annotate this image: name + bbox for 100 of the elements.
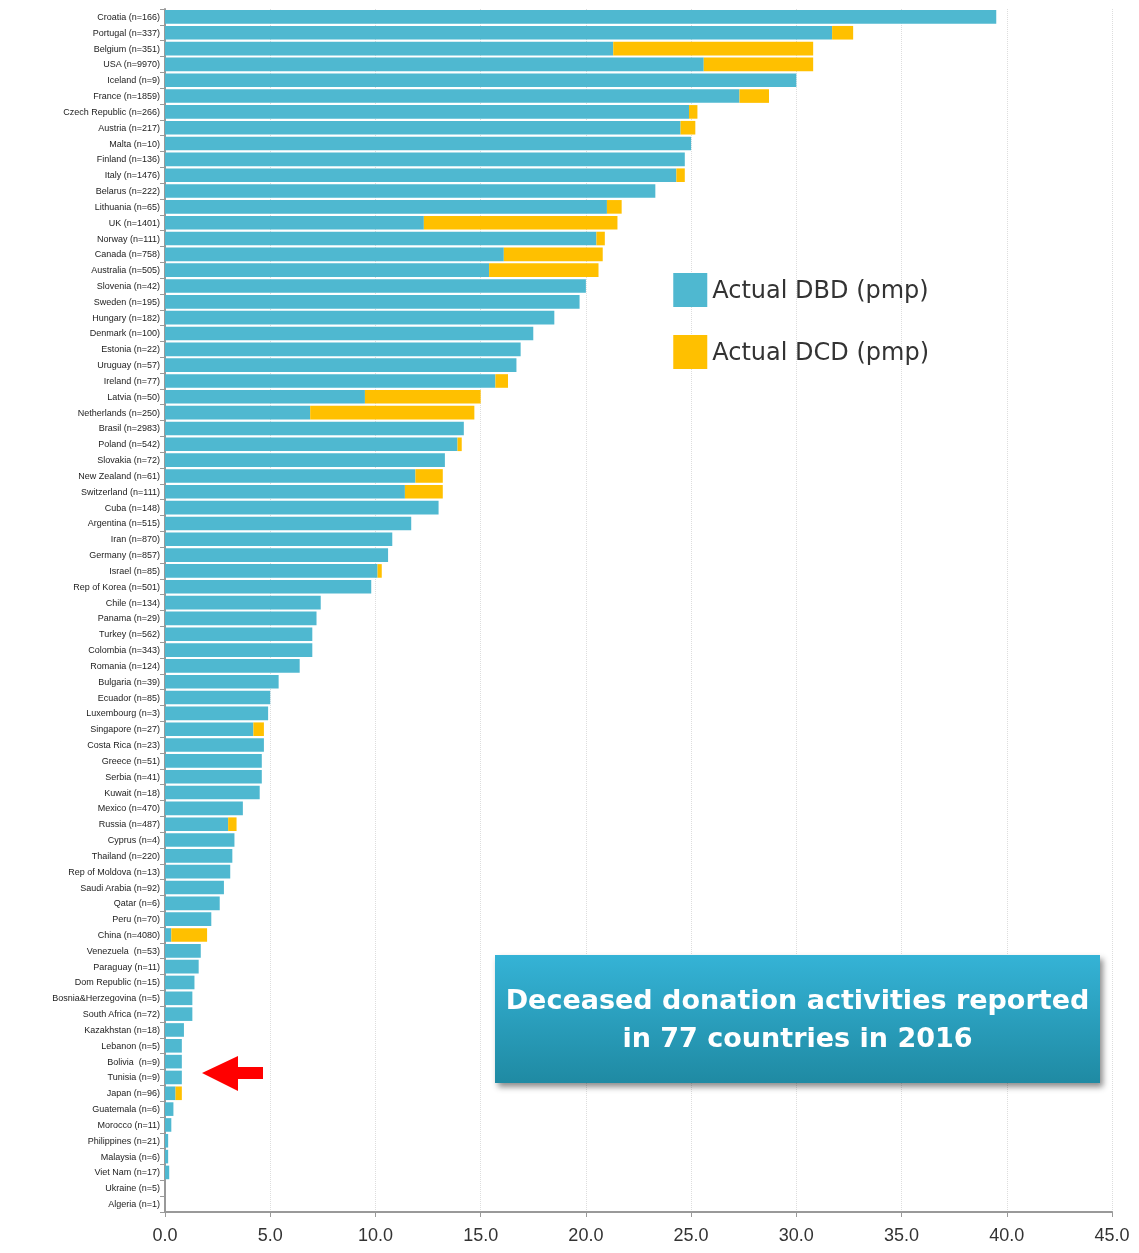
bar (165, 295, 580, 309)
bar (165, 880, 224, 895)
bar (165, 421, 464, 436)
bar (165, 168, 677, 183)
y-tick-label: China (n=4080) (97, 929, 160, 940)
y-tick-label: Finland (n=136) (96, 154, 160, 165)
y-tick-label: Italy (n=1476) (104, 170, 160, 181)
y-tick-label: Norway (n=111) (97, 233, 160, 244)
bar (415, 469, 443, 483)
y-tick-label: Israel (n=85) (109, 565, 160, 576)
bar (165, 1102, 174, 1116)
bar (165, 991, 193, 1006)
bar (165, 136, 692, 151)
y-tick-label: Ecuador (n=85) (97, 692, 160, 703)
y-tick-label: Saudi Arabia (n=92) (80, 882, 160, 893)
bar (404, 484, 443, 499)
y-tick-label: Ireland (n=77) (103, 375, 160, 386)
y-tick-label: Costa Rica (n=23) (87, 740, 160, 751)
y-tick-label: Portugal (n=337) (92, 27, 160, 38)
bar (165, 643, 313, 657)
bar (165, 912, 212, 926)
bar (165, 611, 317, 626)
x-tick-label: 25.0 (673, 1225, 709, 1245)
bar (165, 1133, 169, 1148)
bar (165, 10, 997, 24)
y-tick-label: Peru (n=70) (112, 914, 160, 925)
y-tick-label: Singapore (n=27) (90, 724, 160, 735)
bar (165, 263, 490, 277)
bar (165, 200, 607, 214)
y-tick-label: Venezuela (n=53) (86, 945, 160, 956)
y-tick-label: Hungary (n=182) (92, 312, 160, 323)
y-tick-label: Serbia (n=41) (105, 771, 160, 782)
y-tick-label: Poland (n=542) (98, 439, 160, 450)
bar (165, 564, 378, 578)
bar (165, 152, 685, 167)
x-tick-label: 20.0 (568, 1225, 604, 1245)
y-tick-label: Guatemala (n=6) (92, 1104, 160, 1115)
bar (613, 41, 814, 56)
bar (489, 263, 599, 277)
y-tick-label: Uruguay (n=57) (97, 360, 160, 371)
bar (596, 231, 605, 246)
bar (165, 706, 269, 721)
bar (495, 374, 509, 388)
bar (165, 1070, 182, 1085)
y-tick-label: Canada (n=758) (94, 249, 160, 260)
y-tick-label: South Africa (n=72) (82, 1009, 160, 1020)
y-tick-label: Romania (n=124) (90, 660, 160, 671)
bar (165, 469, 416, 483)
bar (165, 579, 372, 594)
bar (676, 168, 685, 183)
bar (165, 817, 229, 831)
y-tick-label: Slovenia (n=42) (96, 281, 160, 292)
bar (165, 247, 504, 262)
bar (165, 1149, 169, 1164)
y-tick-label: Latvia (n=50) (107, 391, 160, 402)
bar (165, 627, 313, 642)
bar (680, 120, 696, 135)
bar (739, 89, 769, 103)
y-tick-label: Mexico (n=470) (97, 803, 160, 814)
y-tick-label: Germany (n=857) (89, 550, 160, 561)
y-tick-label: Belarus (n=222) (95, 186, 160, 197)
bar (165, 722, 254, 737)
y-tick-label: Kuwait (n=18) (104, 787, 160, 798)
bar (165, 41, 614, 56)
bar (165, 215, 424, 230)
y-tick-label: Croatia (n=166) (97, 11, 160, 22)
bar (165, 896, 220, 911)
bar (165, 1007, 193, 1021)
y-tick-label: Viet Nam (n=17) (94, 1167, 160, 1178)
bar (310, 405, 475, 420)
y-tick-label: Argentina (n=515) (87, 518, 160, 529)
bar (165, 437, 458, 452)
bar (689, 105, 698, 119)
bar (165, 532, 393, 547)
bar (165, 928, 172, 942)
bar (165, 516, 412, 531)
bar (165, 959, 199, 974)
y-tick-label: Australia (n=505) (91, 265, 160, 276)
x-tick-label: 15.0 (463, 1225, 499, 1245)
y-tick-label: Lebanon (n=5) (101, 1040, 160, 1051)
y-tick-label: Algeria (n=1) (108, 1199, 160, 1210)
y-tick-label: Malta (n=10) (109, 138, 160, 149)
y-tick-label: Panama (n=29) (97, 613, 160, 624)
bar (165, 769, 262, 784)
y-tick-label: New Zealand (n=61) (78, 470, 160, 481)
bar (165, 105, 690, 119)
bar (165, 595, 321, 610)
y-tick-label: Sweden (n=195) (93, 296, 160, 307)
y-tick-label: Brasil (n=2983) (98, 423, 160, 434)
y-tick-label: Bulgaria (n=39) (98, 676, 160, 687)
bar (165, 374, 496, 388)
y-tick-label: Chile (n=134) (105, 597, 160, 608)
y-tick-label: Cuba (n=148) (104, 502, 160, 513)
bar (165, 833, 235, 847)
y-tick-label: Malaysia (n=6) (100, 1151, 160, 1162)
bar (165, 73, 797, 88)
y-tick-label: Lithuania (n=65) (94, 201, 160, 212)
x-tick-label: 45.0 (1094, 1225, 1130, 1245)
bar (165, 738, 264, 752)
bar (165, 785, 260, 800)
